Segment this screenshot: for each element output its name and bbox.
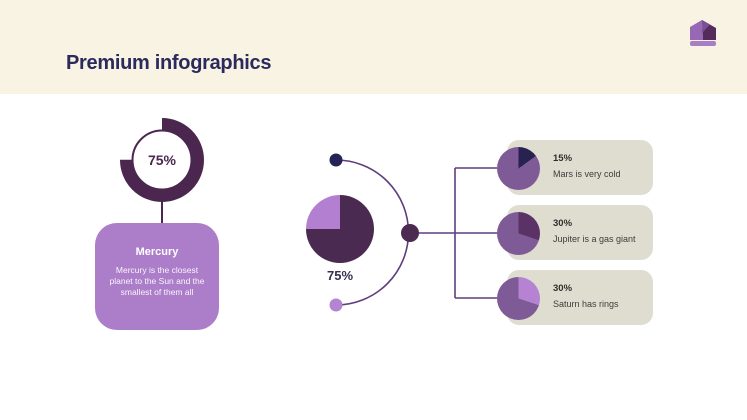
saturn-percent: 30% [553,283,573,294]
mars-pie-chart [497,147,540,190]
arc-bottom-dot [329,298,343,312]
jupiter-pie-chart [497,212,540,255]
mars-percent: 15% [553,153,573,164]
center-pie-label: 75% [326,268,354,283]
mercury-donut-chart: 75% [120,118,204,202]
crown-icon [690,20,716,46]
jupiter-percent: 30% [553,218,573,229]
arc-top-dot [329,153,343,167]
donut-card-connector-line [161,200,163,224]
mars-description: Mars is very cold [553,169,621,179]
mercury-card-description: Mercury is the closest planet to the Sun… [109,265,205,297]
mercury-card: Mercury Mercury is the closest planet to… [95,223,219,330]
saturn-pie-chart [497,277,540,320]
donut-arc-75 [120,118,204,202]
donut-value-label: 75% [147,152,177,168]
connector-bracket-lines [410,167,507,299]
connector-layer [329,153,507,312]
page-title: Premium infographics [66,52,272,74]
center-pie-chart [306,195,374,263]
mercury-card-title: Mercury [135,246,179,258]
donut-svg [120,118,204,202]
header-band [0,0,747,94]
saturn-description: Saturn has rings [553,299,619,309]
jupiter-description: Jupiter is a gas giant [553,234,636,244]
arc-middle-dot [401,224,419,242]
